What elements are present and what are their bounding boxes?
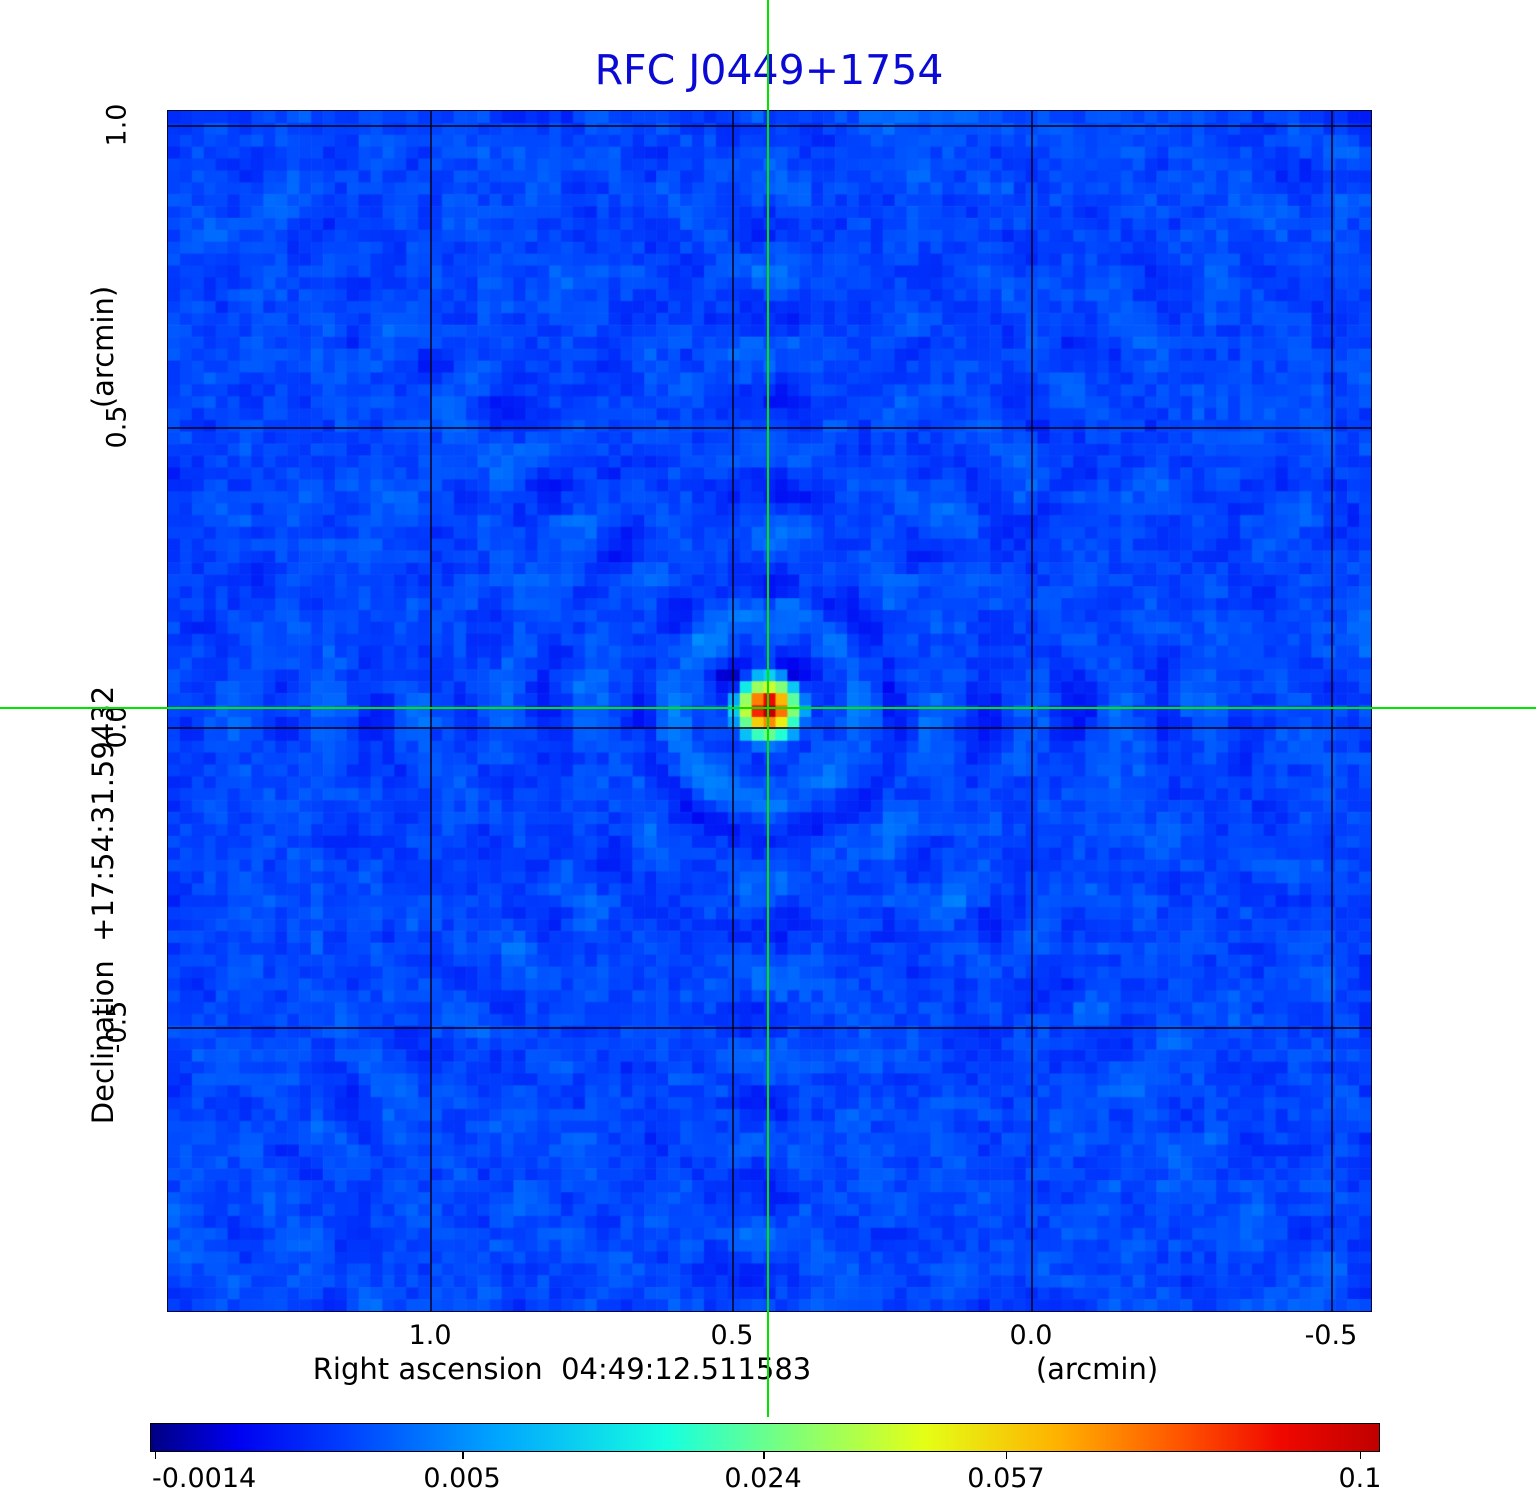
x-tick-label: 1.0 (408, 1320, 452, 1351)
grid-line-horizontal (168, 1027, 1371, 1029)
sky-map-canvas (168, 111, 1371, 1311)
colorbar-tick-mark (462, 1452, 464, 1459)
colorbar-tick-mark (1005, 1452, 1008, 1459)
y-tick-label: -0.5 (101, 1000, 133, 1054)
colorbar-tick-label: -0.0014 (152, 1463, 257, 1494)
x-tick-label: 0.5 (710, 1320, 754, 1351)
y-axis-title: Declination +17:54:31.59432 (86, 685, 120, 1125)
x-tick-label: 0.0 (1009, 1320, 1053, 1351)
colorbar-tick-mark (1359, 1452, 1362, 1459)
grid-line-vertical (1031, 111, 1033, 1311)
grid-line-horizontal (168, 125, 1371, 127)
colorbar (150, 1423, 1380, 1452)
figure-title: RFC J0449+1754 (594, 46, 944, 94)
colorbar-tick-mark (154, 1452, 157, 1459)
colorbar-tick-label: 0.024 (724, 1463, 802, 1494)
colorbar-tick-label: 0.005 (423, 1463, 501, 1494)
x-tick-label: -0.5 (1304, 1320, 1358, 1351)
colorbar-tick-label: 0.057 (967, 1463, 1045, 1494)
x-axis-unit-label: (arcmin) (1035, 1352, 1159, 1386)
y-axis-unit-label: (arcmin) (86, 285, 120, 409)
grid-line-horizontal (168, 427, 1371, 429)
crosshair-horizontal-line (0, 707, 1536, 710)
grid-line-vertical (430, 111, 432, 1311)
x-axis-title: Right ascension 04:49:12.511583 (312, 1352, 812, 1386)
grid-line-vertical (1331, 111, 1333, 1311)
y-tick-label: 1.0 (101, 103, 133, 147)
grid-line-horizontal (168, 727, 1371, 729)
colorbar-tick-label: 0.1 (1338, 1463, 1382, 1494)
colorbar-gradient (151, 1424, 1379, 1451)
plot-area (167, 110, 1372, 1312)
grid-line-vertical (732, 111, 734, 1311)
y-tick-label: 0.0 (101, 705, 133, 749)
y-tick-label: 0.5 (101, 405, 133, 449)
colorbar-tick-mark (763, 1452, 765, 1459)
